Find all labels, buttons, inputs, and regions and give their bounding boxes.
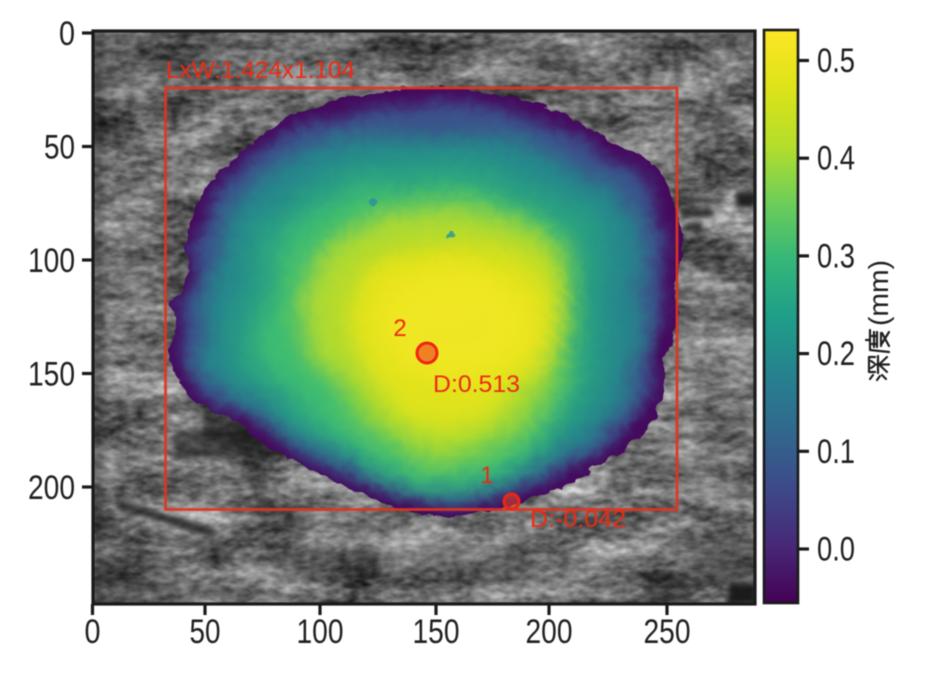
svg-text:0: 0 [85, 613, 101, 651]
svg-text:LxW:1.424x1.104: LxW:1.424x1.104 [166, 57, 355, 84]
svg-text:0.5: 0.5 [817, 42, 855, 80]
svg-text:0: 0 [59, 15, 75, 53]
svg-text:250: 250 [644, 613, 691, 651]
svg-text:(mm): (mm) [863, 260, 894, 326]
svg-text:0.2: 0.2 [817, 335, 855, 373]
svg-text:50: 50 [44, 129, 75, 167]
svg-text:50: 50 [190, 613, 221, 651]
svg-text:150: 150 [28, 356, 75, 394]
svg-text:0.3: 0.3 [817, 237, 855, 275]
svg-text:D:0.513: D:0.513 [433, 371, 520, 398]
svg-text:0.1: 0.1 [817, 433, 855, 471]
svg-text:0.0: 0.0 [817, 531, 855, 569]
svg-text:1: 1 [480, 462, 493, 489]
svg-text:100: 100 [297, 613, 344, 651]
svg-text:0.4: 0.4 [817, 140, 855, 178]
svg-text:100: 100 [28, 242, 75, 280]
svg-text:2: 2 [393, 315, 406, 342]
svg-text:150: 150 [413, 613, 460, 651]
svg-text:200: 200 [28, 469, 75, 507]
svg-text:200: 200 [526, 613, 573, 651]
svg-text:D:-0.042: D:-0.042 [530, 506, 626, 533]
